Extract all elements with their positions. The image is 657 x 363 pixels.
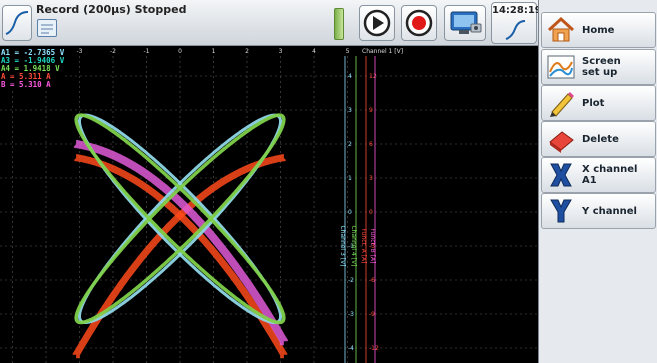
home-label: Home — [582, 24, 615, 36]
x-tick-label: -1 — [144, 48, 150, 55]
channel-readout: A3 = -1.9406 V — [1, 56, 65, 65]
trend-icon — [505, 20, 526, 40]
x-tick-label: 5 — [346, 48, 350, 55]
channel-readout: A4 = 1.9418 V — [1, 64, 60, 73]
x-tick-label: 1 — [212, 48, 216, 55]
channel-readout: A = 5.311 A — [1, 72, 51, 81]
delete-label: Delete — [582, 133, 619, 145]
clock-widget[interactable]: 14:28:19 — [491, 2, 542, 44]
y-axis-label: Channel 4 [V] — [350, 225, 357, 266]
channel-readout: A1 = -2.7365 V — [1, 48, 65, 57]
channel-4-trace — [74, 113, 286, 325]
readout-background — [0, 72, 62, 80]
screenshot-button[interactable] — [444, 5, 486, 41]
y-letter-icon — [550, 199, 572, 223]
y-tick-label: -3 — [369, 243, 375, 250]
readout-background — [0, 64, 62, 72]
y-tick-label: 6 — [369, 141, 373, 148]
y-tick-label: 1 — [348, 175, 352, 182]
x-tick-label: 3 — [279, 48, 283, 55]
side-menu: Home Screen set up Plot Delete X channel… — [538, 0, 657, 363]
home-icon — [547, 16, 575, 42]
plot-curves — [72, 113, 288, 359]
y-tick-label: -4 — [348, 345, 354, 352]
y-axis-label: Channel 3 [V] — [339, 225, 346, 266]
y-tick-label: -12 — [369, 345, 379, 352]
x-tick-label: 2 — [245, 48, 249, 55]
recording-status-title: Record (200µs) Stopped — [36, 3, 187, 16]
x-channel-label: X channel A1 — [582, 164, 638, 186]
y-tick-label: -1 — [348, 243, 354, 250]
readout-background — [0, 48, 62, 56]
y-channel-button[interactable]: Y channel — [541, 193, 656, 229]
y-tick-label: 3 — [348, 107, 352, 114]
readout-background — [0, 56, 62, 64]
x-tick-label: -3 — [77, 48, 83, 55]
y-axis-label: Funct. A [A] — [360, 229, 367, 264]
screen-setup-icon — [547, 55, 575, 79]
clock-time: 14:28:19 — [492, 5, 542, 16]
plot-button[interactable]: Plot — [541, 85, 656, 121]
y-tick-label: -9 — [369, 311, 375, 318]
screen-setup-label: Screen set up — [582, 56, 621, 78]
play-button[interactable] — [359, 5, 395, 41]
delete-button[interactable]: Delete — [541, 121, 656, 157]
document-icon[interactable] — [37, 19, 57, 37]
top-toolbar: Record (200µs) Stopped 14:28:19 — [0, 0, 542, 46]
y-tick-label: 12 — [369, 73, 377, 80]
readout-background — [0, 80, 62, 88]
y-channel-label: Y channel — [582, 205, 637, 217]
channel-readouts: A1 = -2.7365 VA3 = -1.9406 VA4 = 1.9418 … — [0, 48, 65, 89]
channel-readout: B = 5.310 A — [1, 80, 51, 89]
y-tick-label: -3 — [348, 311, 354, 318]
y-tick-label: 3 — [369, 175, 373, 182]
x-tick-label: -2 — [110, 48, 116, 55]
home-button[interactable]: Home — [541, 12, 656, 48]
plot-label: Plot — [582, 97, 605, 109]
y-tick-label: -6 — [369, 277, 375, 284]
screen-setup-button[interactable]: Screen set up — [541, 49, 656, 85]
x-tick-label: 4 — [312, 48, 316, 55]
battery-icon — [334, 8, 344, 40]
x-axis-label: Channel 1 [V] — [362, 48, 403, 55]
trace-mode-icon[interactable] — [2, 5, 32, 41]
y-axis-label: Funct. B [A] — [369, 228, 376, 263]
x-tick-label: 0 — [178, 48, 182, 55]
function-a-trace — [72, 154, 287, 359]
y-tick-label: 9 — [369, 107, 373, 114]
y-tick-label: 0 — [348, 209, 352, 216]
y-tick-label: -2 — [348, 277, 354, 284]
x-letter-icon — [550, 163, 572, 187]
record-button[interactable] — [401, 5, 437, 41]
x-channel-button[interactable]: X channel A1 — [541, 157, 656, 193]
eraser-icon — [549, 131, 574, 153]
y-tick-label: 2 — [348, 141, 352, 148]
y-tick-label: 4 — [348, 73, 352, 80]
pencil-icon — [550, 92, 574, 117]
y-tick-label: 0 — [369, 209, 373, 216]
